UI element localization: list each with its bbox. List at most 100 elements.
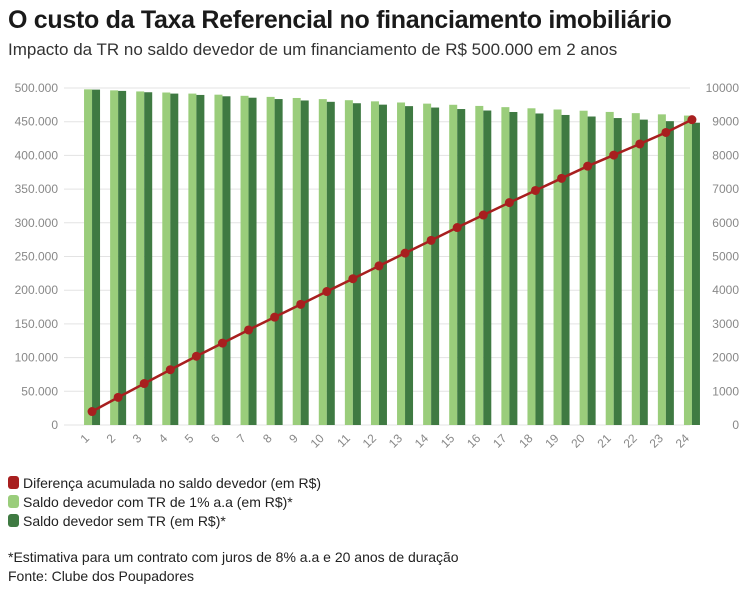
chart-subtitle: Impacto da TR no saldo devedor de um fin… (8, 40, 618, 59)
difference-point (583, 161, 593, 171)
legend-label-difference: Diferença acumulada no saldo devedor (em… (23, 474, 322, 491)
difference-point (244, 325, 254, 335)
legend-swatch-difference (8, 476, 19, 489)
difference-point (661, 127, 671, 137)
x-tick-label: 4 (156, 431, 171, 446)
bar-with-tr (136, 91, 145, 425)
x-tick-label: 24 (673, 431, 693, 451)
combo-chart: 0 50.000 100.000 150.000 200.000 250.000 300.0… (15, 81, 740, 451)
left-tick-label: 400.000 (15, 148, 59, 162)
bar-without-tr (665, 121, 674, 425)
legend-label-with-tr: Saldo devedor com TR de 1% a.a (em R$)* (23, 493, 293, 510)
bar-without-tr (196, 94, 205, 425)
bar-without-tr (170, 93, 179, 425)
difference-point (322, 287, 332, 297)
legend-item-with-tr: Saldo devedor com TR de 1% a.a (em R$)* (8, 492, 321, 511)
x-tick-label: 20 (568, 431, 588, 451)
difference-point (191, 351, 201, 361)
right-tick-label: 4000 (712, 283, 739, 297)
right-tick-label: 9000 (712, 115, 739, 129)
x-tick-label: 7 (234, 431, 249, 446)
bar-with-tr (475, 105, 484, 425)
bar-with-tr (110, 90, 119, 425)
bar-without-tr (352, 103, 361, 426)
right-tick-label: 3000 (712, 317, 739, 331)
x-tick-label: 15 (438, 431, 458, 451)
bar-without-tr (92, 89, 101, 425)
bar-with-tr (188, 93, 197, 425)
difference-point (348, 274, 358, 284)
bar-with-tr (318, 99, 327, 425)
difference-point (687, 115, 697, 125)
footnote-block: *Estimativa para um contrato com juros d… (8, 548, 459, 586)
x-tick-label: 9 (286, 431, 301, 446)
bar-without-tr (248, 97, 257, 425)
bar-with-tr (292, 97, 301, 425)
x-tick-label: 23 (647, 431, 667, 451)
bar-without-tr (483, 110, 492, 425)
bar-without-tr (535, 113, 544, 425)
bar-with-tr (423, 103, 432, 426)
bar-with-tr (162, 92, 171, 425)
difference-point (165, 365, 175, 375)
x-tick-label: 16 (464, 431, 484, 451)
left-tick-label: 100.000 (15, 351, 59, 365)
difference-line (91, 118, 693, 413)
right-tick-label: 10000 (706, 81, 740, 95)
bar-with-tr (266, 96, 275, 426)
bar-with-tr (449, 104, 458, 426)
bar-without-tr (561, 114, 570, 426)
x-tick-label: 21 (594, 431, 614, 451)
left-tick-label: 300.000 (15, 216, 59, 230)
difference-point (635, 139, 645, 149)
left-tick-label: 50.000 (21, 384, 58, 398)
legend-item-without-tr: Saldo devedor sem TR (em R$)* (8, 511, 321, 530)
left-tick-label: 500.000 (15, 81, 59, 95)
x-tick-label: 3 (130, 431, 145, 446)
legend-label-without-tr: Saldo devedor sem TR (em R$)* (23, 512, 226, 529)
bar-with-tr (84, 89, 93, 426)
difference-point (609, 150, 619, 160)
bar-without-tr (457, 109, 466, 425)
difference-point (530, 185, 540, 195)
difference-point (217, 338, 227, 348)
right-tick-label: 1000 (712, 384, 739, 398)
chart-title: O custo da Taxa Referencial no financiam… (8, 6, 672, 34)
bar-without-tr (326, 101, 335, 425)
difference-point (270, 312, 280, 322)
source: Fonte: Clube dos Poupadores (8, 568, 195, 584)
x-tick-label: 2 (104, 431, 119, 446)
right-tick-label: 0 (732, 418, 739, 432)
bar-with-tr (501, 107, 510, 425)
x-tick-label: 11 (334, 431, 353, 450)
bar-without-tr (300, 100, 309, 426)
x-tick-label: 17 (490, 431, 510, 451)
bar-with-tr (579, 110, 588, 425)
bar-without-tr (118, 90, 127, 426)
left-tick-label: 350.000 (15, 182, 59, 196)
bar-without-tr (639, 119, 648, 425)
x-tick-label: 22 (621, 431, 641, 451)
difference-point (478, 210, 488, 220)
difference-point (504, 198, 514, 208)
difference-point (374, 261, 384, 271)
bar-without-tr (613, 118, 622, 425)
footnote: *Estimativa para um contrato com juros d… (8, 549, 459, 565)
right-tick-label: 8000 (712, 148, 739, 162)
x-tick-label: 18 (516, 431, 536, 451)
x-tick-label: 13 (386, 431, 406, 451)
difference-point (426, 235, 436, 245)
bar-with-tr (344, 100, 353, 425)
bar-with-tr (683, 115, 692, 426)
bar-with-tr (527, 108, 536, 425)
right-tick-label: 2000 (712, 351, 739, 365)
right-tick-label: 6000 (712, 216, 739, 230)
bar-without-tr (405, 106, 414, 425)
bar-without-tr (691, 122, 700, 425)
legend: Diferença acumulada no saldo devedor (em… (8, 473, 321, 530)
x-tick-label: 14 (412, 431, 432, 451)
bar-with-tr (631, 113, 640, 425)
x-tick-label: 8 (260, 431, 275, 446)
bar-with-tr (240, 95, 249, 426)
difference-point (87, 407, 97, 417)
